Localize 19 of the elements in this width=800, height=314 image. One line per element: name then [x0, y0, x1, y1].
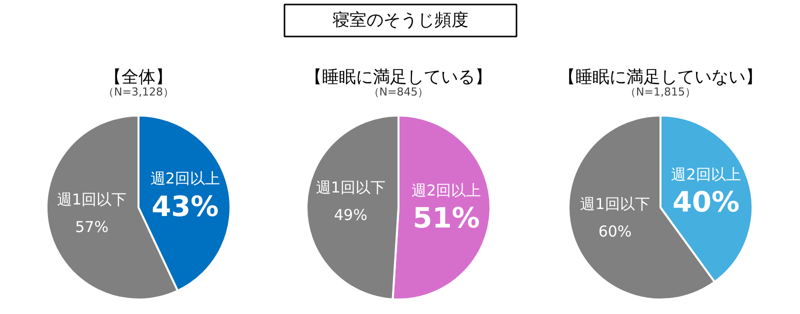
- chart-subtitle: （N=845）: [368, 86, 429, 99]
- chart-title: 【睡眠に満足していない】: [558, 67, 762, 88]
- data-label: 60%: [598, 222, 632, 240]
- chart-subtitle: （N=1,815）: [625, 86, 696, 99]
- slice-label: 週2回以上: [412, 182, 482, 200]
- chart-title: 【睡眠に満足している】: [305, 67, 492, 88]
- data-label: 51%: [412, 202, 480, 235]
- text: 寝室のそうじ頻度: [332, 10, 468, 30]
- data-label: 57%: [75, 218, 108, 236]
- slice-label: 週1回以下: [57, 190, 127, 209]
- chart-subtitle: （N=3,128）: [103, 86, 174, 99]
- chart-title: 【全体】: [104, 67, 172, 88]
- data-label: 49%: [334, 206, 368, 224]
- data-label: 43%: [152, 190, 219, 223]
- slice-label: 週2回以上: [671, 165, 741, 184]
- slice-label: 週2回以上: [150, 170, 220, 188]
- slice-label: 週1回以下: [316, 178, 386, 197]
- data-label: 40%: [672, 185, 740, 218]
- slice-label: 週1回以下: [580, 194, 650, 213]
